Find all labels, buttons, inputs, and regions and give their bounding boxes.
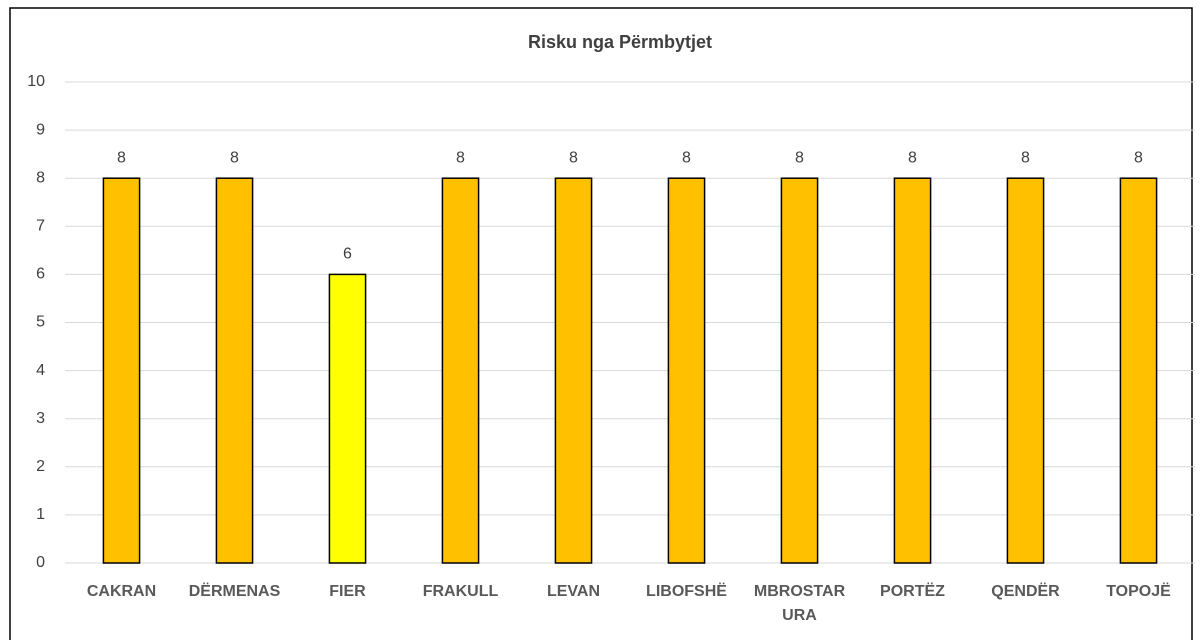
data-label: 8 <box>230 149 239 166</box>
y-tick-label: 1 <box>36 506 45 523</box>
data-label: 8 <box>569 149 578 166</box>
x-tick-label: LIBOFSHË <box>646 582 727 600</box>
bar <box>554 177 593 564</box>
y-tick-label: 8 <box>36 169 45 186</box>
bar <box>667 177 706 564</box>
x-tick-label: LEVAN <box>547 583 600 600</box>
x-tick-label: DËRMENAS <box>189 582 281 600</box>
y-tick-label: 10 <box>27 73 45 90</box>
y-tick-label: 7 <box>36 218 45 235</box>
y-tick-label: 5 <box>36 314 45 331</box>
x-tick-label: TOPOJË <box>1106 582 1171 600</box>
y-tick-label: 2 <box>36 458 45 475</box>
bar <box>1006 177 1045 564</box>
chart-border <box>9 7 1193 640</box>
data-label: 8 <box>1134 149 1143 166</box>
bar <box>215 177 254 564</box>
x-tick-label: FIER <box>329 583 366 600</box>
data-label: 8 <box>682 149 691 166</box>
data-label: 6 <box>343 246 352 263</box>
data-label: 8 <box>795 149 804 166</box>
bar <box>1119 177 1158 564</box>
chart-title: Risku nga Përmbytjet <box>528 32 712 52</box>
bar <box>102 177 141 564</box>
data-label: 8 <box>456 149 465 166</box>
x-tick-label: CAKRAN <box>87 583 156 600</box>
x-tick-label: QENDËR <box>991 582 1060 600</box>
x-tick-label: PORTËZ <box>880 582 945 600</box>
x-tick-label: FRAKULL <box>423 583 499 600</box>
y-tick-label: 3 <box>36 410 45 427</box>
data-label: 8 <box>117 149 126 166</box>
bar <box>780 177 819 564</box>
bar <box>893 177 932 564</box>
y-tick-label: 6 <box>36 266 45 283</box>
y-tick-label: 4 <box>36 362 45 379</box>
y-tick-label: 0 <box>36 554 45 571</box>
data-label: 8 <box>908 149 917 166</box>
x-tick-label: MBROSTAR URA <box>754 583 846 624</box>
bar <box>441 177 480 564</box>
bar <box>328 273 367 564</box>
y-tick-label: 9 <box>36 121 45 138</box>
data-label: 8 <box>1021 149 1030 166</box>
